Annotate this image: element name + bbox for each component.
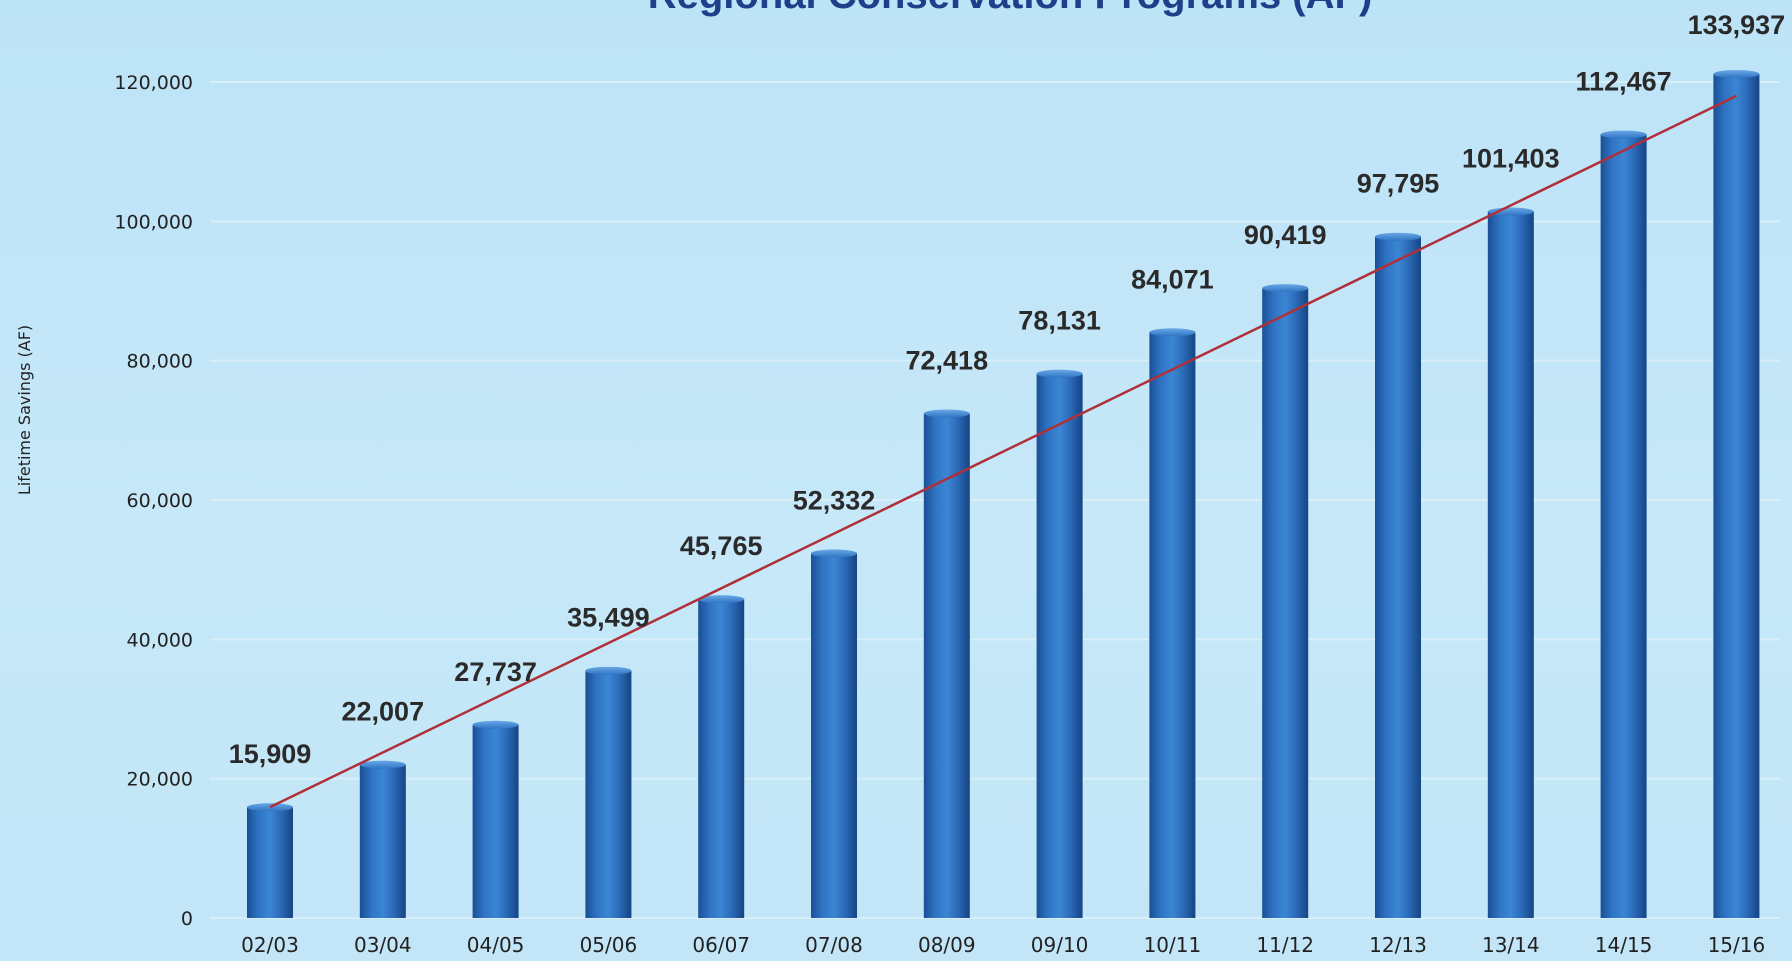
data-label: 52,332 [793,485,876,515]
bar-cap [1600,130,1647,139]
data-label: 22,007 [342,697,425,727]
data-label: 112,467 [1576,66,1672,96]
bar-cap [1713,70,1760,78]
bar [1375,236,1421,919]
trendline [269,94,1737,809]
x-axis-ticks: 02/03 03/04 04/05 05/06 06/07 07/08 08/09 09/10… [241,933,1765,957]
bar [1036,373,1083,918]
bar [698,599,745,918]
bar [923,413,970,918]
bar [1149,332,1196,918]
x-tick-label: 03/04 [354,933,412,957]
y-tick-label: 100,000 [114,211,193,233]
data-labels: 15,909 22,007 27,737 35,499 45,765 52,332 72,4… [229,10,1786,769]
x-tick-label: 05/06 [580,933,638,957]
bar [247,807,293,918]
bar [1262,288,1309,919]
data-label: 133,937 [1688,10,1786,40]
x-tick-label: 10/11 [1144,933,1202,957]
bars [247,70,1760,919]
data-label: 84,071 [1131,264,1214,294]
x-tick-label: 13/14 [1482,933,1540,957]
bar [359,764,406,918]
x-tick-label: 11/12 [1256,933,1314,957]
bar-cap [1036,369,1083,378]
bar [1713,74,1760,918]
data-label: 97,795 [1357,169,1440,199]
x-tick-label: 02/03 [241,933,299,957]
bar [1600,134,1647,918]
gridlines [210,81,1780,919]
bar-cap [359,760,406,769]
data-label: 35,499 [567,603,650,633]
trend-line [269,94,1737,809]
bar [811,553,857,918]
x-tick-label: 12/13 [1369,933,1427,957]
y-tick-label: 40,000 [127,629,193,651]
bar-cap [698,595,745,604]
bar [1487,211,1534,919]
y-axis-ticks: 0 20,000 40,000 60,000 80,000 100,000 120,000 [114,72,193,930]
data-label: 101,403 [1462,144,1560,174]
y-tick-label: 80,000 [127,351,193,373]
data-label: 72,418 [906,345,989,375]
bar-cap [1149,328,1196,337]
data-label: 78,131 [1018,306,1101,336]
data-label: 45,765 [680,531,763,561]
data-label: 90,419 [1244,220,1327,250]
bar-cap [1375,232,1421,241]
bar-cap [923,409,970,418]
bar-cap [585,666,632,675]
x-tick-label: 15/16 [1708,933,1766,957]
y-tick-label: 0 [181,908,193,930]
bar-cap [811,549,857,558]
data-label: 15,909 [229,739,312,769]
data-label: 27,737 [454,657,537,687]
y-tick-label: 120,000 [114,72,193,94]
x-tick-label: 09/10 [1031,933,1089,957]
bar [472,724,519,918]
bar-cap [472,720,519,729]
chart-title: Regional Conservation Programs (AF) [648,0,1373,17]
x-tick-label: 06/07 [692,933,750,957]
x-tick-label: 04/05 [467,933,525,957]
y-tick-label: 60,000 [127,490,193,512]
x-tick-label: 14/15 [1595,933,1653,957]
bar-cap [1262,284,1309,293]
bar [585,670,632,918]
x-tick-label: 08/09 [918,933,976,957]
y-axis-label: Lifetime Savings (AF) [15,325,34,495]
x-tick-label: 07/08 [805,933,863,957]
y-tick-label: 20,000 [127,769,193,791]
